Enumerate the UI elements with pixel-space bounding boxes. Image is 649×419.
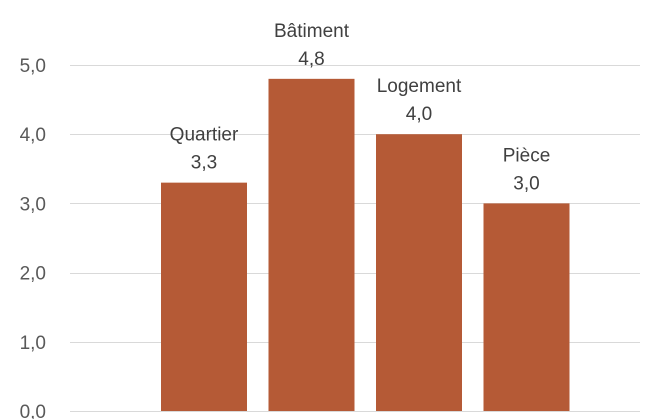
value-label: 4,8 <box>298 49 324 70</box>
y-tick-label: 1,0 <box>20 333 46 354</box>
value-label: 4,0 <box>406 104 432 125</box>
category-label: Logement <box>377 76 462 97</box>
y-tick-label: 2,0 <box>20 264 46 285</box>
category-label: Bâtiment <box>274 21 350 42</box>
bar-bâtiment <box>268 78 355 411</box>
bar-quartier <box>161 182 247 411</box>
value-label: 3,3 <box>191 153 217 174</box>
category-label: Quartier <box>170 125 239 146</box>
y-axis-tick-labels: 0,0 1,0 2,0 3,0 4,0 5,0 <box>20 56 46 419</box>
bars <box>161 78 570 411</box>
y-tick-label: 4,0 <box>20 125 46 146</box>
data-labels: Quartier 3,3 Bâtiment 4,8 Logement 4,0 Pièce 3,… <box>170 21 551 195</box>
y-tick-label: 5,0 <box>20 56 46 77</box>
category-label: Pièce <box>503 145 551 166</box>
y-tick-label: 0,0 <box>20 402 46 419</box>
y-tick-label: 3,0 <box>20 194 46 215</box>
bar-logement <box>376 134 462 411</box>
value-label: 3,0 <box>513 173 539 194</box>
bar-pièce <box>483 203 570 411</box>
